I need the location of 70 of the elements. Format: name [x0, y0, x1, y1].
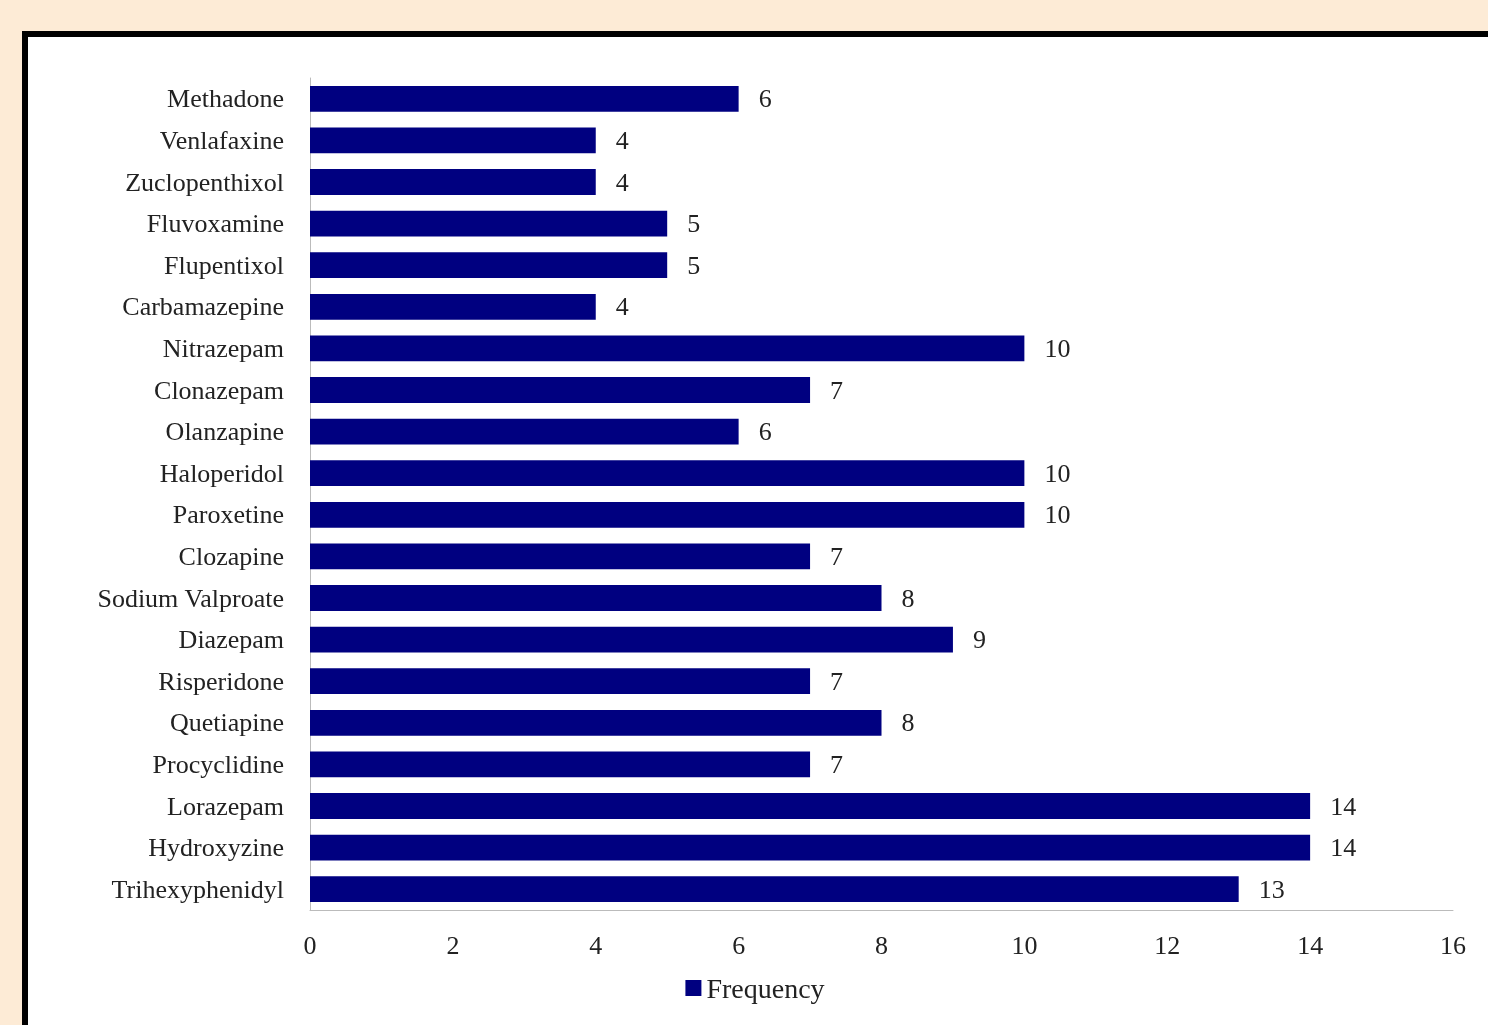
data-label: 10 [1044, 458, 1071, 488]
bar [310, 377, 811, 403]
y-tick-label: Flupentixol [164, 250, 284, 280]
data-label: 6 [758, 417, 772, 447]
y-tick-label: Clonazepam [154, 375, 284, 405]
data-label: 13 [1258, 874, 1285, 904]
bar [310, 543, 811, 570]
y-tick-label: Carbamazepine [122, 292, 284, 322]
y-tick-label: Clozapine [178, 541, 284, 571]
bar [310, 252, 668, 279]
y-tick-label: Hydroxyzine [148, 833, 284, 863]
x-tick-label: 4 [589, 930, 603, 960]
data-label: 6 [758, 84, 772, 114]
data-label: 5 [687, 209, 701, 239]
bar [310, 418, 739, 445]
bar [310, 751, 811, 778]
y-tick-label: Venlafaxine [159, 125, 284, 155]
y-tick-label: Methadone [167, 84, 284, 114]
x-tick-label: 14 [1297, 930, 1324, 960]
data-label: 7 [830, 749, 844, 779]
data-label: 4 [615, 125, 629, 155]
y-tick-label: Trihexyphenidyl [111, 874, 284, 904]
legend-label: Frequency [706, 972, 825, 1004]
data-label: 7 [830, 541, 844, 571]
bar [310, 501, 1025, 528]
x-tick-label: 16 [1440, 930, 1466, 960]
x-tick-label: 0 [303, 930, 317, 960]
bar [310, 626, 953, 653]
bar [310, 210, 668, 237]
y-tick-label: Risperidone [158, 666, 284, 696]
data-label: 5 [687, 250, 701, 280]
y-tick-label: Quetiapine [169, 708, 284, 738]
data-label: 14 [1330, 791, 1357, 821]
bar [310, 585, 882, 611]
y-tick-label: Haloperidol [159, 458, 284, 488]
bar [310, 127, 596, 154]
y-tick-label: Lorazepam [167, 791, 284, 821]
y-tick-label: Procyclidine [152, 749, 284, 779]
y-tick-label: Fluvoxamine [146, 209, 284, 239]
x-tick-label: 6 [732, 930, 746, 960]
data-label: 14 [1330, 833, 1357, 863]
x-tick-label: 2 [446, 930, 460, 960]
data-label: 7 [830, 375, 844, 405]
bar [310, 335, 1025, 362]
bar [310, 668, 811, 695]
bar [310, 793, 1311, 819]
data-label: 10 [1044, 333, 1071, 363]
data-label: 8 [901, 583, 915, 613]
data-label: 8 [901, 708, 915, 738]
data-label: 4 [615, 292, 629, 322]
y-tick-label: Sodium Valproate [97, 583, 284, 613]
x-tick-label: 12 [1154, 930, 1181, 960]
data-label: 7 [830, 666, 844, 696]
bar [310, 85, 739, 112]
x-tick-label: 8 [875, 930, 888, 960]
y-tick-label: Diazepam [178, 625, 284, 655]
data-label: 9 [972, 625, 986, 655]
bar [310, 834, 1311, 861]
bar [310, 169, 596, 195]
y-tick-label: Zuclopenthixol [125, 167, 284, 197]
y-tick-label: Paroxetine [172, 500, 284, 530]
bar [310, 293, 596, 320]
y-tick-label: Olanzapine [165, 417, 284, 447]
bar [310, 460, 1025, 487]
bar [310, 709, 882, 736]
data-label: 10 [1044, 500, 1071, 530]
data-label: 4 [615, 167, 629, 197]
bar [310, 876, 1239, 903]
y-tick-label: Nitrazepam [162, 333, 284, 363]
x-tick-label: 10 [1011, 930, 1038, 960]
